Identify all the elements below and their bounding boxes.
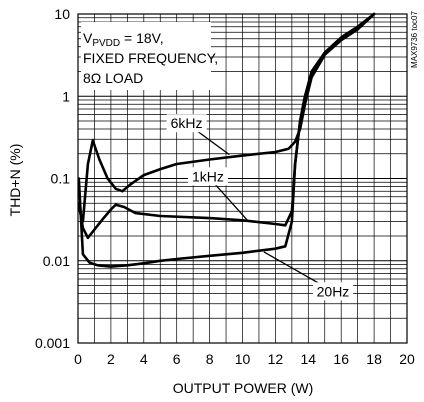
x-axis-label: OUTPUT POWER (W) bbox=[173, 380, 314, 396]
callout-bg-20hz bbox=[312, 282, 353, 301]
series-label-1khz: 1kHz bbox=[192, 168, 224, 184]
x-tick-label: 12 bbox=[268, 351, 284, 367]
callouts-layer: 6kHz 1kHz 20Hz bbox=[166, 114, 353, 301]
callout-bg-6khz bbox=[166, 114, 207, 133]
series-label-6khz: 6kHz bbox=[171, 115, 203, 131]
y-tick-label: 0.001 bbox=[35, 335, 70, 351]
y-tick-label: 0.01 bbox=[43, 253, 70, 269]
x-tick-label: 20 bbox=[399, 351, 415, 367]
y-tick-label: 1 bbox=[62, 88, 70, 104]
x-tick-label: 16 bbox=[333, 351, 349, 367]
callout-bg-1khz bbox=[187, 167, 228, 186]
x-tick-label: 0 bbox=[74, 351, 82, 367]
annotation-line3: 8Ω LOAD bbox=[83, 70, 143, 86]
x-tick-label: 14 bbox=[301, 351, 317, 367]
x-tick-label: 10 bbox=[235, 351, 251, 367]
y-tick-label: 0.1 bbox=[51, 171, 71, 187]
series-line-6khz bbox=[77, 12, 376, 223]
x-tick-label: 6 bbox=[173, 351, 181, 367]
annotation-line2: FIXED FREQUENCY, bbox=[83, 50, 218, 66]
part-number-label: MAX9736 toc07 bbox=[410, 11, 419, 68]
x-tick-label: 2 bbox=[107, 351, 115, 367]
series-layer bbox=[77, 12, 376, 268]
x-tick-label: 18 bbox=[366, 351, 382, 367]
y-tick-label: 10 bbox=[54, 6, 70, 22]
x-tick-label: 8 bbox=[206, 351, 214, 367]
conditions-annotation: VPVDD = 18V, FIXED FREQUENCY, 8Ω LOAD bbox=[81, 22, 218, 90]
series-label-20hz: 20Hz bbox=[317, 283, 350, 299]
series-line-20hz bbox=[77, 12, 376, 268]
y-axis-label: THD+N (%) bbox=[7, 144, 23, 217]
x-tick-label: 4 bbox=[140, 351, 148, 367]
axis-ticks: 0 2 4 6 8 10 12 14 16 18 20 0.001 0.01 0.1 1 10 bbox=[35, 6, 415, 367]
annotation-line1: VPVDD = 18V, bbox=[83, 30, 164, 49]
